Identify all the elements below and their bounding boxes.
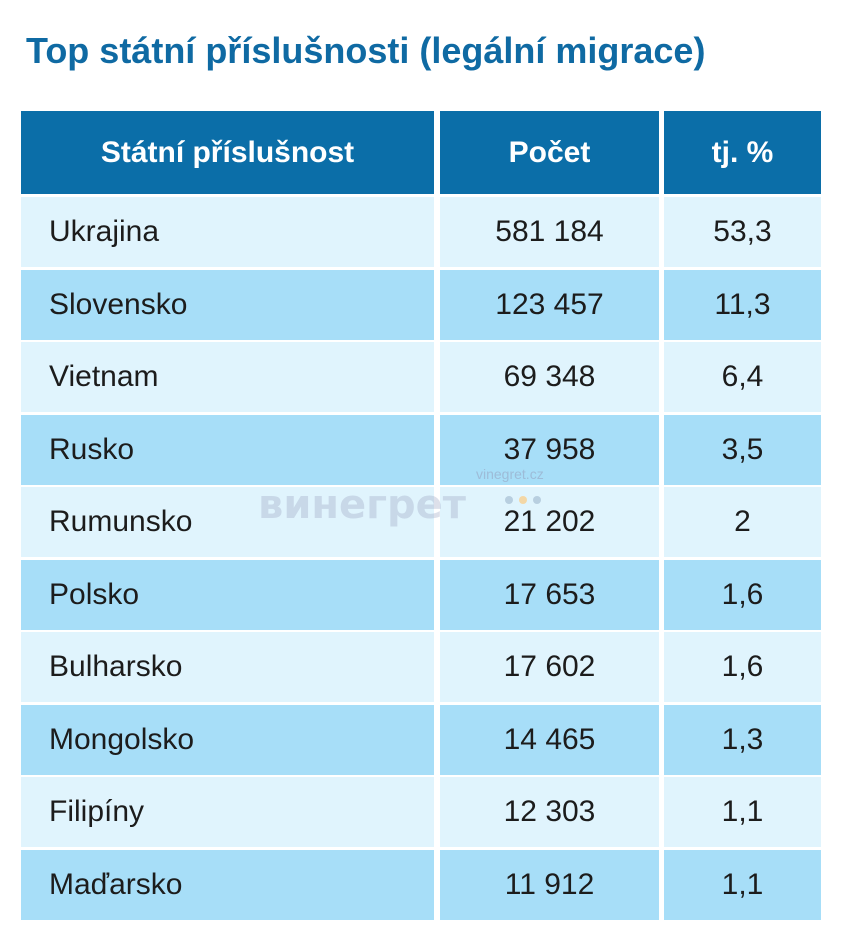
cell-count: 17 653: [440, 559, 659, 630]
cell-percent: 53,3: [664, 197, 821, 267]
cell-count: 37 958: [440, 414, 659, 485]
cell-count: 581 184: [440, 197, 659, 267]
cell-nationality: Mongolsko: [21, 704, 434, 775]
header-percent: tj. %: [664, 111, 821, 194]
cell-count: 14 465: [440, 704, 659, 775]
cell-nationality: Ukrajina: [21, 197, 434, 267]
cell-nationality: Bulharsko: [21, 632, 434, 702]
cell-percent: 1,6: [664, 632, 821, 702]
cell-percent: 1,1: [664, 849, 821, 920]
cell-count: 21 202: [440, 487, 659, 557]
cell-nationality: Rusko: [21, 414, 434, 485]
cell-percent: 2: [664, 487, 821, 557]
cell-count: 12 303: [440, 777, 659, 847]
cell-percent: 1,6: [664, 559, 821, 630]
cell-nationality: Maďarsko: [21, 849, 434, 920]
cell-nationality: Polsko: [21, 559, 434, 630]
cell-percent: 1,1: [664, 777, 821, 847]
cell-percent: 3,5: [664, 414, 821, 485]
cell-nationality: Slovensko: [21, 269, 434, 340]
cell-nationality: Rumunsko: [21, 487, 434, 557]
cell-percent: 11,3: [664, 269, 821, 340]
cell-count: 123 457: [440, 269, 659, 340]
cell-nationality: Vietnam: [21, 342, 434, 412]
cell-percent: 6,4: [664, 342, 821, 412]
cell-nationality: Filipíny: [21, 777, 434, 847]
cell-count: 17 602: [440, 632, 659, 702]
cell-percent: 1,3: [664, 704, 821, 775]
header-count: Počet: [440, 111, 659, 194]
cell-count: 69 348: [440, 342, 659, 412]
header-nationality: Státní příslušnost: [21, 111, 434, 194]
page-title: Top státní příslušnosti (legální migrace…: [26, 30, 706, 71]
cell-count: 11 912: [440, 849, 659, 920]
